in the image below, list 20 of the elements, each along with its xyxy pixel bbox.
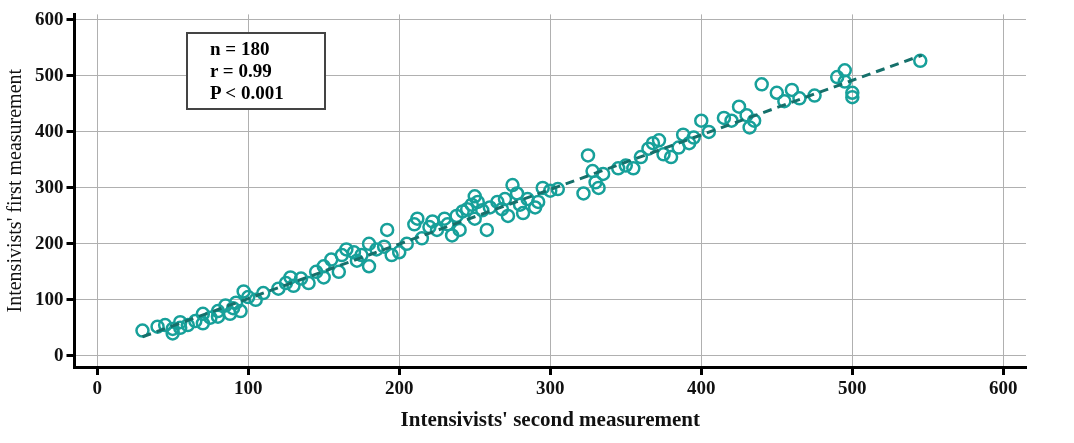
x-tick-label: 500 <box>838 377 867 399</box>
annotation: n = 180 <box>210 38 271 60</box>
y-tick-label: 0 <box>54 343 64 365</box>
x-tick-label: 300 <box>536 377 565 399</box>
x-tick-label: 600 <box>989 377 1018 399</box>
y-tick-label: 400 <box>35 119 64 141</box>
annotation: r = 0.99 <box>210 60 273 82</box>
annotation: P < 0.001 <box>210 82 284 104</box>
y-tick-label: 500 <box>35 63 64 85</box>
y-axis-title: Intensivists' first measurement <box>3 68 26 313</box>
x-axis-title: Intensivists' second measurement <box>400 406 700 431</box>
x-tick-label: 400 <box>687 377 716 399</box>
y-tick-label: 200 <box>35 231 64 253</box>
y-tick-label: 300 <box>35 175 64 197</box>
x-tick-label: 100 <box>233 377 263 399</box>
x-tick-label: 200 <box>384 377 414 399</box>
y-tick-label: 600 <box>35 7 64 29</box>
x-tick-label: 0 <box>92 377 102 399</box>
y-tick-label: 100 <box>35 287 64 309</box>
text-box: n = 180 r = 0.99 P < 0.001 <box>186 32 326 110</box>
